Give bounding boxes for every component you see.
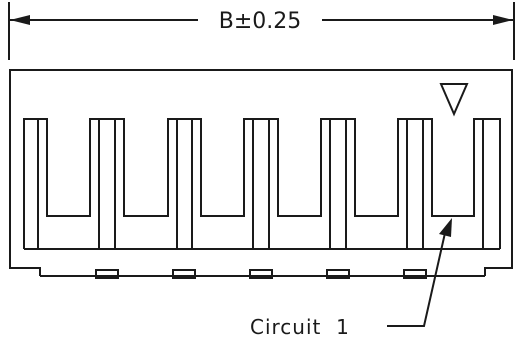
arrowhead-right-icon (493, 15, 513, 25)
arrowhead-left-icon (10, 15, 30, 25)
triangle-down-icon (439, 83, 469, 117)
slot-comb-outline (23, 118, 501, 249)
callout-label: Circuit 1 (250, 315, 350, 339)
housing-outline (9, 69, 513, 276)
leader-arrowhead-icon (439, 218, 452, 237)
bottom-tab (172, 269, 196, 279)
dimension-label: B±0.25 (219, 9, 302, 34)
bottom-tab (403, 269, 427, 279)
bottom-tab (326, 269, 350, 279)
callout-leader-line (387, 232, 446, 327)
bottom-tab (249, 269, 273, 279)
bottom-tab (95, 269, 119, 279)
